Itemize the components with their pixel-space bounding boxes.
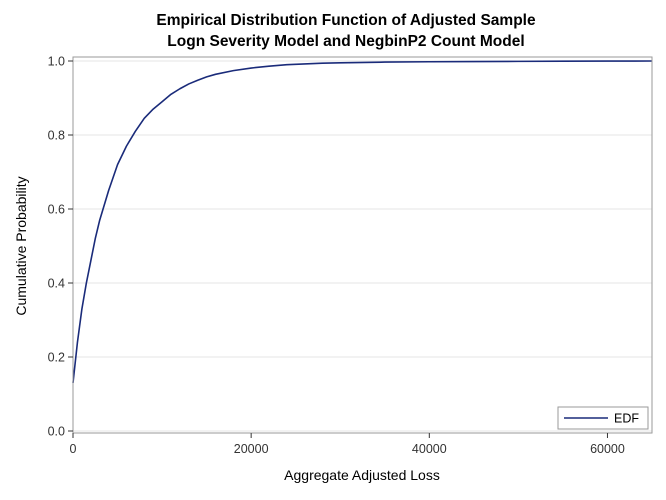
x-tick-label-1: 20000 [234,442,269,456]
series-line-0 [72,60,653,383]
y-tick-label-2: 0.4 [48,277,65,291]
y-tick-label-0: 0.0 [48,425,65,439]
x-axis-ticks: 0 20000 40000 60000 [70,433,625,456]
plot-frame [72,56,653,434]
y-tick-label-5: 1.0 [48,55,65,69]
x-axis-label: Aggregate Adjusted Loss [284,467,440,483]
y-tick-label-1: 0.2 [48,351,65,365]
legend: EDF [557,406,649,430]
series-layer [72,60,653,383]
x-tick-label-2: 40000 [412,442,447,456]
chart-title-line-2: Logn Severity Model and NegbinP2 Count M… [167,33,524,50]
chart-title-line-1: Empirical Distribution Function of Adjus… [156,12,536,29]
legend-label-edf: EDF [614,412,639,426]
y-axis-label: Cumulative Probability [13,176,29,315]
y-tick-label-4: 0.8 [48,129,65,143]
x-tick-label-3: 60000 [590,442,625,456]
x-tick-label-0: 0 [70,442,77,456]
grid-lines [73,60,652,432]
y-tick-label-3: 0.6 [48,203,65,217]
y-axis-ticks: 0.0 0.2 0.4 0.6 0.8 1.0 [48,55,73,439]
